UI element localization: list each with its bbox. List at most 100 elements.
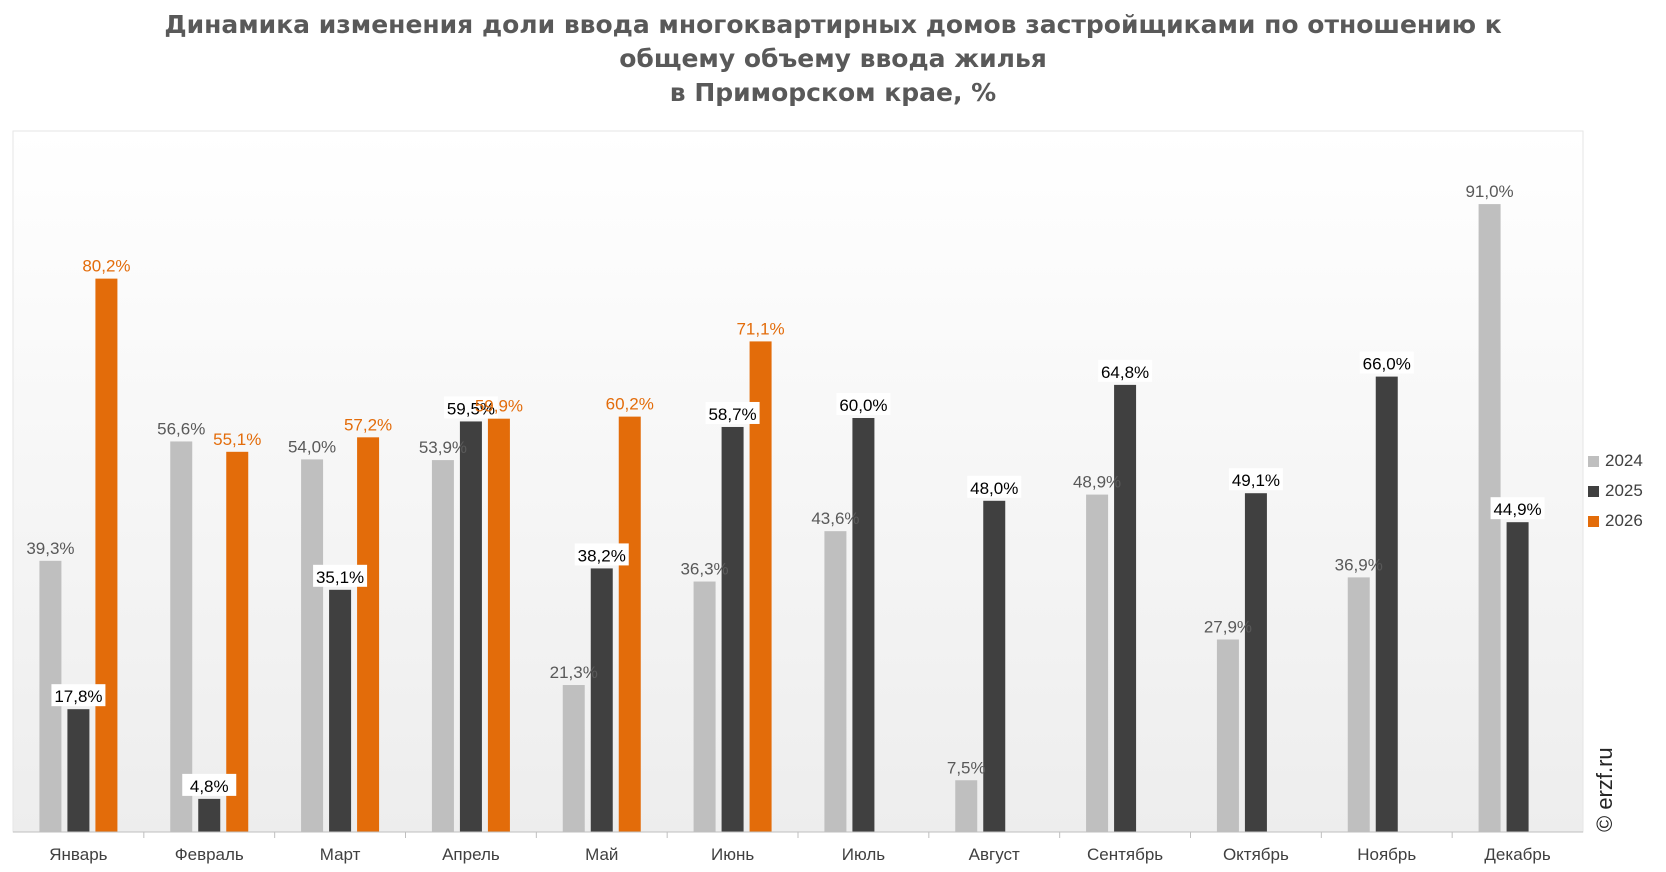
chart-title-line-3: в Приморском крае, % [669, 78, 997, 107]
bar-2026-6 [749, 341, 772, 832]
data-label-2024-8: 7,5% [947, 758, 986, 777]
chart-title: Динамика изменения доли ввода многокварт… [0, 8, 1666, 110]
data-label-2024-12: 91,0% [1465, 182, 1513, 201]
x-tick-label-5: Май [585, 845, 618, 864]
watermark: © erzf.ru [1592, 747, 1617, 832]
x-tick-label-11: Ноябрь [1357, 845, 1416, 864]
bar-2025-8 [983, 500, 1006, 832]
bar-2024-6 [693, 581, 716, 832]
data-label-2026-3: 57,2% [344, 415, 392, 434]
legend-item-2024: 2024 [1588, 446, 1643, 476]
bar-2024-10 [1216, 639, 1239, 832]
data-label-2024-6: 36,3% [680, 560, 728, 579]
data-label-2025-2: 4,8% [190, 777, 229, 796]
data-label-2026-2: 55,1% [213, 430, 261, 449]
legend-swatch-2025 [1588, 485, 1599, 497]
x-tick-label-10: Октябрь [1223, 845, 1289, 864]
legend-label-2024: 2024 [1605, 451, 1643, 470]
x-tick-label-7: Июль [842, 845, 886, 864]
legend-item-2025: 2025 [1588, 476, 1643, 506]
data-label-2025-5: 38,2% [578, 546, 626, 565]
data-label-bg [1359, 351, 1414, 374]
chart-title-line-2: общему объему ввода жилья [619, 44, 1047, 73]
legend-swatch-2026 [1588, 515, 1599, 527]
data-label-2026-5: 60,2% [606, 395, 654, 414]
bar-2026-3 [357, 437, 380, 832]
chart-legend: 2024 2025 2026 [1588, 446, 1643, 536]
bar-2024-7 [824, 531, 847, 832]
data-label-2025-1: 17,8% [54, 687, 102, 706]
bar-2025-7 [852, 418, 875, 832]
data-label-2024-1: 39,3% [26, 539, 74, 558]
data-label-2025-7: 60,0% [839, 396, 887, 415]
bar-2025-10 [1244, 493, 1267, 832]
data-label-bg [836, 393, 891, 415]
bar-2026-1 [95, 278, 118, 832]
bar-2024-9 [1086, 494, 1109, 832]
data-label-2026-1: 80,2% [82, 257, 130, 276]
x-tick-label-1: Январь [49, 845, 107, 864]
data-label-2025-6: 58,7% [708, 405, 756, 424]
legend-swatch-2024 [1588, 455, 1599, 467]
bar-2024-2 [170, 441, 193, 832]
bar-2025-11 [1375, 376, 1398, 832]
bar-2025-2 [198, 798, 221, 832]
data-label-2025-10: 49,1% [1232, 471, 1280, 490]
data-label-2025-9: 64,8% [1101, 363, 1149, 382]
x-tick-label-4: Апрель [442, 845, 500, 864]
bar-2024-4 [431, 460, 454, 832]
bar-2025-5 [590, 568, 613, 832]
data-label-bg [967, 475, 1022, 498]
data-label-bg [1228, 468, 1283, 491]
bar-2026-5 [618, 416, 641, 832]
data-label-2026-6: 71,1% [736, 319, 784, 338]
data-label-bg [574, 543, 629, 566]
x-tick-label-12: Декабрь [1484, 845, 1550, 864]
data-label-bg [705, 401, 760, 424]
data-label-2025-4: 59,5% [447, 399, 495, 418]
bar-2024-1 [39, 560, 62, 832]
bar-2024-3 [301, 459, 324, 832]
data-label-2025-8: 48,0% [970, 479, 1018, 498]
x-tick-label-3: Март [320, 845, 361, 864]
x-tick-label-6: Июнь [711, 845, 754, 864]
data-label-2025-12: 44,9% [1493, 500, 1541, 519]
bar-2026-2 [226, 451, 249, 832]
data-label-2024-7: 43,6% [811, 509, 859, 528]
data-label-2025-3: 35,1% [316, 568, 364, 587]
data-label-bg [1098, 359, 1153, 382]
data-label-bg [443, 396, 498, 419]
bar-2024-8 [955, 780, 978, 832]
data-label-2025-11: 66,0% [1363, 355, 1411, 374]
legend-label-2025: 2025 [1605, 481, 1643, 500]
bar-2024-5 [562, 685, 585, 832]
bar-2025-6 [721, 426, 744, 832]
legend-item-2026: 2026 [1588, 506, 1643, 536]
data-label-bg [313, 564, 368, 587]
data-label-2024-9: 48,9% [1073, 473, 1121, 492]
bar-2025-12 [1506, 522, 1529, 832]
data-label-2024-5: 21,3% [550, 663, 598, 682]
bar-2025-3 [329, 589, 352, 832]
x-tick-label-8: Август [969, 845, 1020, 864]
bar-2025-9 [1114, 384, 1137, 832]
data-label-bg [182, 773, 237, 796]
bar-2026-4 [487, 418, 510, 832]
data-label-2024-2: 56,6% [157, 419, 205, 438]
data-label-bg [1490, 497, 1545, 520]
x-tick-label-9: Сентябрь [1087, 845, 1163, 864]
bar-2024-12 [1478, 204, 1501, 833]
bar-2025-1 [67, 709, 90, 832]
legend-label-2026: 2026 [1605, 511, 1643, 530]
bar-2025-4 [459, 421, 482, 832]
data-label-2024-11: 36,9% [1335, 555, 1383, 574]
plot-area [12, 130, 1584, 833]
data-label-bg [51, 684, 106, 707]
data-label-2024-10: 27,9% [1204, 617, 1252, 636]
bar-2024-11 [1347, 577, 1370, 832]
data-label-2024-3: 54,0% [288, 437, 336, 456]
data-label-2024-4: 53,9% [419, 438, 467, 457]
x-tick-label-2: Февраль [175, 845, 244, 864]
chart-title-line-1: Динамика изменения доли ввода многокварт… [164, 10, 1502, 39]
